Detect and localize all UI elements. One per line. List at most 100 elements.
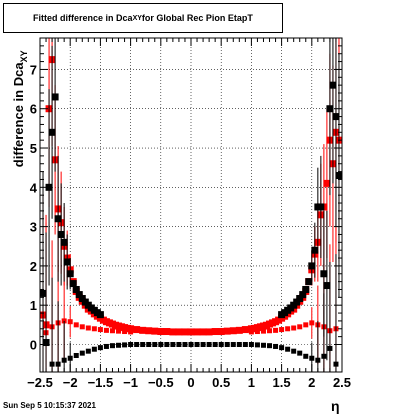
series-2 [39,38,343,372]
data-point [164,341,170,347]
series-0 [39,38,343,372]
data-point [320,270,328,278]
data-point [103,327,109,333]
y-tick-label: 2 [30,259,37,274]
data-point [140,341,146,347]
data-point [109,328,115,334]
data-point [91,346,97,352]
data-point [235,326,243,334]
data-point [51,93,59,101]
data-point [152,341,158,347]
data-point [303,353,309,359]
data-point [128,329,134,335]
x-tick-label: 2 [308,375,315,390]
data-point [236,341,242,347]
data-point [241,326,249,334]
data-point [326,105,334,113]
data-point [63,258,71,266]
data-point [199,328,207,336]
data-point [181,328,189,336]
data-point [329,81,337,89]
y-tick-label: 5 [30,141,37,156]
data-point [42,339,50,347]
x-axis-label: η [331,398,340,414]
data-point [291,348,297,354]
data-point [109,343,115,349]
data-point [279,327,285,333]
x-tick-label: 1 [248,375,255,390]
data-point [248,329,254,335]
data-point [79,324,85,330]
data-point [254,329,260,335]
data-point [242,341,248,347]
data-point [317,203,325,211]
data-point [205,328,213,336]
data-point [133,326,141,334]
data-point [182,341,188,347]
data-point [200,341,206,347]
data-point [116,342,122,348]
x-tick-label: 1.5 [273,375,291,390]
data-point [54,215,62,223]
data-point [78,295,86,303]
data-point [332,113,340,121]
data-point [128,341,134,347]
data-point [311,246,319,254]
data-point [223,327,231,335]
data-point [291,325,297,331]
data-point [267,328,273,334]
x-tick-label: −1 [123,375,138,390]
data-point [248,341,254,347]
data-point [97,327,103,333]
data-point [39,289,47,297]
data-point [163,328,171,336]
data-point [194,341,200,347]
data-points [39,38,343,372]
data-point [45,183,53,191]
data-point [333,361,339,367]
data-point [151,327,159,335]
data-point [211,328,219,336]
data-point [296,295,304,303]
data-point [158,341,164,347]
data-point [134,341,140,347]
data-point [55,361,61,367]
data-point [212,341,218,347]
x-tick-label: −2 [63,375,78,390]
data-point [79,350,85,356]
data-point [67,355,73,361]
x-tick-label: −0.5 [148,375,174,390]
data-point [218,341,224,347]
data-point [85,325,91,331]
data-point [217,328,225,336]
data-point [96,311,104,319]
data-point [122,329,128,335]
data-point [323,282,331,290]
y-tick-label: 6 [30,102,37,117]
x-tick-label: 0.5 [212,375,230,390]
data-point [139,326,147,334]
data-point [49,361,55,367]
data-point [297,350,303,356]
data-point [188,341,194,347]
data-point [305,278,313,286]
y-tick-label: 0 [30,337,37,352]
data-point [72,285,80,293]
data-point [85,348,91,354]
timestamp: Sun Sep 5 10:15:37 2021 [3,401,96,410]
data-point [146,341,152,347]
data-point [60,238,68,246]
data-point [254,342,260,348]
data-point [127,325,135,333]
data-point [206,341,212,347]
data-point [285,326,291,332]
data-point [229,327,237,335]
data-point [279,345,285,351]
data-point [73,322,79,328]
data-point [327,345,333,351]
data-point [308,262,316,270]
data-point [61,357,67,363]
data-point [273,327,279,333]
x-tick-label: −2.5 [27,375,53,390]
y-tick-label: 7 [30,62,37,77]
